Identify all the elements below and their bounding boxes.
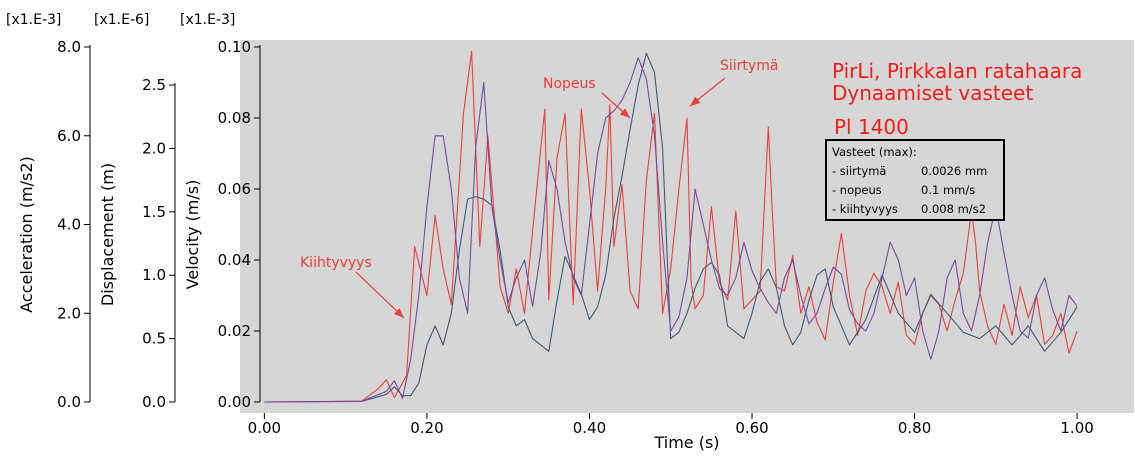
series-line-vel	[264, 57, 1078, 403]
annotation-siirtyma: Siirtymä	[720, 58, 778, 74]
info-box-row-value: 0.0026 mm	[921, 164, 987, 178]
x-tick-label: 1.00	[1060, 419, 1093, 437]
y-tick-label: 0.5	[142, 330, 166, 348]
y-tick-label: 2.5	[142, 76, 166, 94]
y-axis-multiplier: [x1.E-6]	[94, 12, 149, 28]
y-tick-label: 1.5	[142, 203, 166, 221]
info-box-title: Vasteet (max):	[832, 145, 917, 159]
chart-subtitle: Pl 1400	[834, 115, 909, 139]
y-axis-title: Acceleration (m/s2)	[17, 156, 36, 312]
y-tick-label: 6.0	[57, 127, 81, 145]
info-box-row-label: - nopeus	[832, 183, 882, 197]
x-tick-label: 0.00	[248, 419, 281, 437]
chart-title-line-1: PirLi, Pirkkalan ratahaara	[832, 59, 1082, 83]
info-box-row-label: - kiihtyvyys	[832, 202, 898, 216]
y-tick-label: 2.0	[142, 139, 166, 157]
y-tick-label: 0.0	[142, 393, 166, 411]
y-tick-label: 4.0	[57, 216, 81, 234]
x-tick-label: 0.80	[898, 419, 931, 437]
info-box-row-value: 0.1 mm/s	[921, 183, 975, 197]
annotation-nopeus: Nopeus	[543, 76, 596, 92]
y-axis-title: Velocity (m/s)	[183, 180, 202, 290]
chart-title-line-2: Dynaamiset vasteet	[832, 81, 1033, 105]
x-tick-label: 0.60	[735, 419, 768, 437]
annotation-arrow	[355, 271, 405, 319]
y-axis-disp: 0.0 0.5 1.0 1.5 2.0 2.5 [x1.E-6] Displacement (…	[94, 12, 176, 411]
annotation-kiihtyvyys: Kiihtyvyys	[300, 255, 372, 271]
plot-area	[240, 40, 1134, 413]
y-tick-label: 2.0	[57, 304, 81, 322]
series-line-acc	[264, 50, 1078, 403]
y-tick-label: 0.10	[218, 38, 251, 56]
info-box: Vasteet (max): - siirtymä 0.0026 mm - no…	[825, 139, 1005, 221]
annotation-arrowhead	[394, 308, 404, 318]
y-axis-vel: 0.00 0.02 0.04 0.06 0.08 0.10 [x1.E-3] Velocity…	[180, 12, 261, 411]
y-tick-label: 8.0	[57, 38, 81, 56]
y-tick-label: 0.02	[218, 322, 251, 340]
x-tick-label: 0.20	[410, 419, 443, 437]
y-tick-label: 0.08	[218, 109, 251, 127]
y-axis-title: Displacement (m)	[98, 163, 117, 306]
series-line-disp	[264, 52, 1078, 403]
info-box-row-label: - siirtymä	[832, 164, 886, 178]
y-tick-label: 0.0	[57, 393, 81, 411]
x-axis-title: Time (s)	[653, 433, 719, 452]
x-tick-label: 0.40	[573, 419, 606, 437]
y-axis-acc: 0.0 2.0 4.0 6.0 8.0 [x1.E-3] Acceleration (m/s…	[6, 12, 91, 411]
y-tick-label: 1.0	[142, 266, 166, 284]
info-box-row-value: 0.008 m/s2	[921, 202, 986, 216]
y-tick-label: 0.06	[218, 180, 251, 198]
y-axis-multiplier: [x1.E-3]	[180, 12, 235, 28]
y-axis-multiplier: [x1.E-3]	[6, 12, 61, 28]
annotation-arrowhead	[690, 96, 701, 106]
y-tick-label: 0.04	[218, 251, 251, 269]
annotation-arrowhead	[619, 108, 630, 118]
y-tick-label: 0.00	[218, 393, 251, 411]
